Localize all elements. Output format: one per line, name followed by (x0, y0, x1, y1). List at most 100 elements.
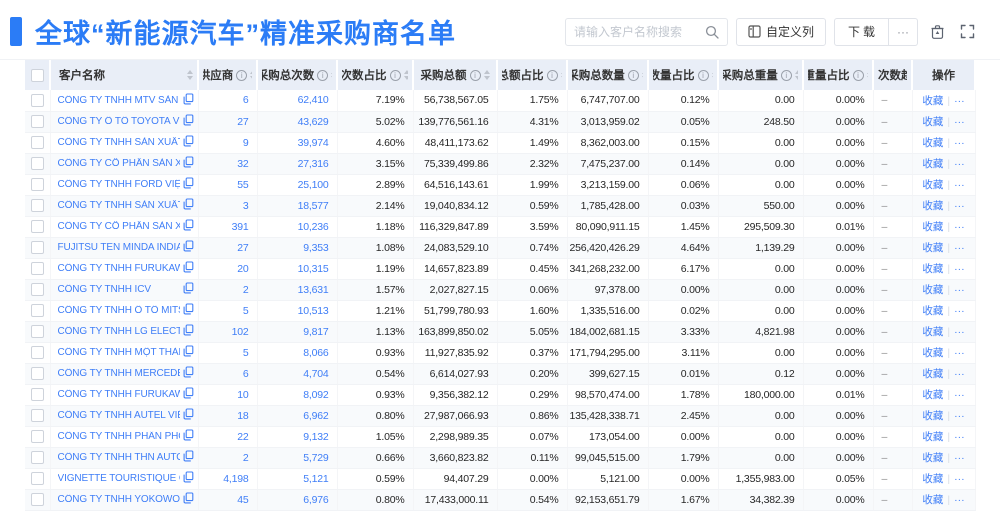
sort-icon[interactable] (560, 70, 562, 80)
favorite-link[interactable]: 收藏 (922, 221, 944, 233)
row-more-button[interactable]: ··· (954, 431, 965, 443)
row-more-button[interactable]: ··· (954, 284, 965, 296)
row-checkbox[interactable] (30, 241, 44, 254)
favorite-link[interactable]: 收藏 (922, 326, 944, 338)
copy-icon[interactable] (183, 93, 194, 108)
customer-name-link[interactable]: CÔNG TY TNHH THN AUTOPAR... (57, 452, 180, 463)
row-more-button[interactable]: ··· (954, 263, 965, 275)
row-more-button[interactable]: ··· (954, 368, 965, 380)
row-more-button[interactable]: ··· (954, 158, 965, 170)
customer-name-link[interactable]: CÔNG TY TNHH AUTEL VIỆT N... (57, 410, 180, 421)
row-more-button[interactable]: ··· (954, 179, 965, 191)
customer-name-link[interactable]: CÔNG TY TNHH ICV (57, 284, 152, 295)
row-more-button[interactable]: ··· (954, 137, 965, 149)
info-icon[interactable]: i (317, 69, 329, 81)
info-icon[interactable]: i (697, 69, 709, 81)
copy-icon[interactable] (183, 324, 194, 339)
customer-name-link[interactable]: CÔNG TY TNHH SẢN XUẤT VÀ ... (57, 200, 180, 211)
copy-icon[interactable] (183, 471, 194, 486)
column-header-amount_share[interactable]: 总额占比 i (497, 60, 568, 90)
row-checkbox[interactable] (30, 178, 44, 191)
copy-icon[interactable] (183, 450, 194, 465)
row-checkbox[interactable] (30, 157, 44, 170)
favorite-link[interactable]: 收藏 (922, 200, 944, 212)
row-checkbox[interactable] (30, 346, 44, 359)
favorite-link[interactable]: 收藏 (922, 94, 944, 107)
customer-name-link[interactable]: CÔNG TY CỔ PHẦN SẢN XUẤT... (57, 158, 180, 169)
copy-icon[interactable] (183, 282, 194, 297)
customize-columns-button[interactable]: 自定义列 (735, 17, 826, 46)
column-header-suppliers[interactable]: 供应商i (198, 60, 258, 90)
favorite-link[interactable]: 收藏 (922, 347, 944, 359)
customer-name-link[interactable]: VIGNETTE TOURISTIQUE G UNI... (57, 473, 180, 484)
copy-icon[interactable] (183, 219, 194, 234)
row-more-button[interactable]: ··· (954, 389, 965, 401)
row-more-button[interactable]: ··· (954, 200, 965, 212)
row-checkbox[interactable] (30, 325, 44, 338)
row-checkbox[interactable] (30, 262, 44, 275)
customer-name-link[interactable]: CÔNG TY CỔ PHẦN SẢN XUẤT... (57, 221, 180, 232)
customer-name-link[interactable]: CÔNG TY TNHH FURUKAWA A... (57, 389, 180, 400)
column-header-quantity[interactable]: 采购总数量 i (567, 60, 649, 90)
fullscreen-button[interactable] (956, 18, 978, 46)
sort-icon[interactable] (403, 70, 408, 80)
row-more-button[interactable]: ··· (954, 94, 965, 107)
download-button[interactable]: 下载 (833, 17, 889, 46)
column-header-purchases[interactable]: 采购总次数 i (257, 60, 338, 90)
copy-icon[interactable] (183, 198, 194, 213)
column-header-amount[interactable]: 采购总额 i (413, 60, 498, 90)
favorite-link[interactable]: 收藏 (922, 158, 944, 170)
copy-icon[interactable] (183, 240, 194, 255)
copy-icon[interactable] (183, 429, 194, 444)
favorite-link[interactable]: 收藏 (922, 452, 944, 464)
customer-name-link[interactable]: CÔNG TY TNHH FURUKAWA A... (57, 263, 180, 274)
copy-icon[interactable] (183, 492, 194, 507)
favorite-link[interactable]: 收藏 (922, 284, 944, 296)
row-checkbox[interactable] (30, 493, 44, 506)
row-more-button[interactable]: ··· (954, 305, 965, 317)
favorite-link[interactable]: 收藏 (922, 494, 944, 506)
customer-name-link[interactable]: CÔNG TY TNHH SẢN XUẤT VÀ ... (57, 137, 180, 148)
favorite-link[interactable]: 收藏 (922, 431, 944, 443)
info-icon[interactable]: i (546, 69, 558, 81)
sort-icon[interactable] (866, 70, 868, 80)
copy-icon[interactable] (183, 408, 194, 423)
sort-icon[interactable] (711, 70, 713, 80)
copy-icon[interactable] (183, 114, 194, 129)
column-header-name[interactable]: 客户名称 (50, 60, 199, 90)
sort-icon[interactable] (187, 70, 193, 80)
row-checkbox[interactable] (30, 93, 44, 107)
favorite-link[interactable]: 收藏 (922, 410, 944, 422)
sort-icon[interactable] (331, 70, 332, 80)
row-checkbox[interactable] (30, 115, 44, 128)
row-checkbox[interactable] (30, 388, 44, 401)
customer-name-link[interactable]: CÔNG TY TNHH LG ELECTRON... (57, 326, 180, 337)
row-checkbox[interactable] (30, 451, 44, 464)
row-checkbox[interactable] (30, 283, 44, 296)
customer-name-link[interactable]: CÔNG TY TNHH MTV SẢN XUẤ... (57, 94, 180, 106)
more-actions-button[interactable]: ··· (889, 17, 918, 46)
favorite-link[interactable]: 收藏 (922, 305, 944, 317)
sort-icon[interactable] (250, 70, 252, 80)
favorite-link[interactable]: 收藏 (922, 389, 944, 401)
info-icon[interactable]: i (627, 69, 639, 81)
select-all-checkbox[interactable] (30, 68, 44, 82)
copy-icon[interactable] (183, 387, 194, 402)
row-checkbox[interactable] (30, 472, 44, 485)
info-icon[interactable]: i (852, 69, 864, 81)
row-checkbox[interactable] (30, 220, 44, 233)
row-checkbox[interactable] (30, 199, 44, 212)
row-more-button[interactable]: ··· (954, 410, 965, 422)
row-checkbox[interactable] (30, 367, 44, 380)
copy-icon[interactable] (183, 156, 194, 171)
customer-name-link[interactable]: CÔNG TY TNHH Ô TÔ MITSUBI... (57, 305, 180, 316)
delete-button[interactable] (926, 18, 948, 46)
row-more-button[interactable]: ··· (954, 326, 965, 338)
copy-icon[interactable] (183, 345, 194, 360)
favorite-link[interactable]: 收藏 (922, 179, 944, 191)
row-more-button[interactable]: ··· (954, 116, 965, 128)
column-header-quantity_share[interactable]: 数量占比 i (648, 60, 719, 90)
sort-icon[interactable] (794, 70, 798, 80)
info-icon[interactable]: i (469, 69, 481, 81)
column-header-weight[interactable]: 采购总重量 i (718, 60, 804, 90)
